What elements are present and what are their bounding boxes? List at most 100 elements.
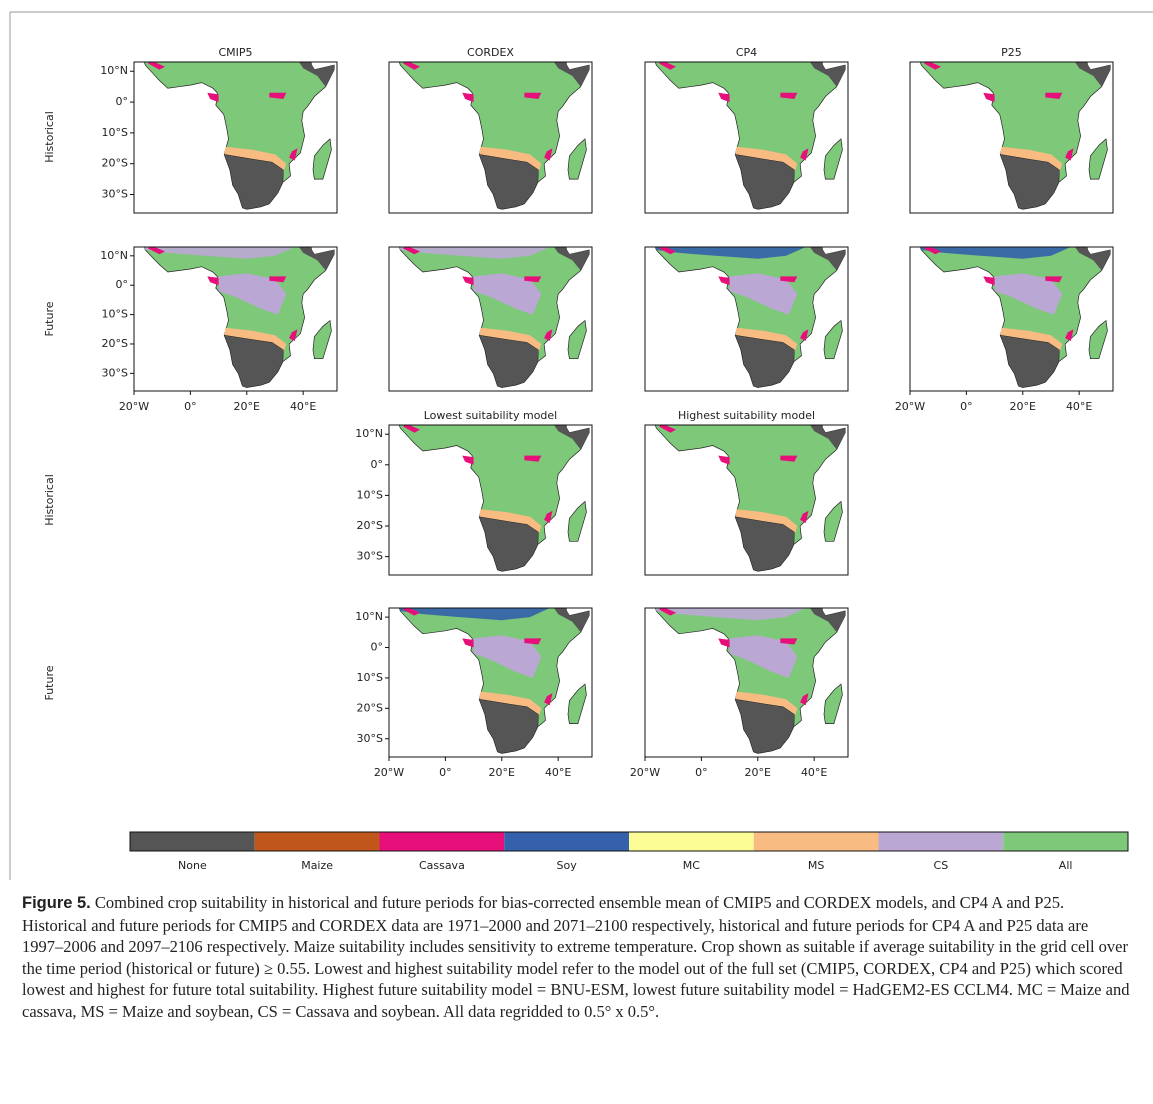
colorbar-label: Cassava xyxy=(419,859,465,872)
colorbar-segment xyxy=(1003,832,1128,851)
panel-title: CP4 xyxy=(736,46,757,59)
map xyxy=(654,247,846,388)
region xyxy=(553,247,590,271)
colorbar-segment xyxy=(379,832,505,851)
region xyxy=(780,276,798,283)
lon-label: 0° xyxy=(184,400,197,413)
panel-frame xyxy=(133,61,338,214)
region xyxy=(924,247,941,255)
island xyxy=(567,500,587,542)
region xyxy=(800,329,809,341)
region xyxy=(735,327,798,353)
lat-label: 0° xyxy=(371,641,384,654)
region xyxy=(479,509,542,536)
lon-label: 0° xyxy=(439,766,452,779)
colorbar-label: None xyxy=(178,859,207,872)
region xyxy=(1045,92,1063,99)
region xyxy=(224,146,287,173)
row-label: Future xyxy=(43,301,56,336)
region xyxy=(809,247,846,271)
map xyxy=(654,608,846,754)
map xyxy=(654,62,846,210)
lat-label: 10°S xyxy=(357,671,383,684)
colorbar-segment xyxy=(254,832,380,851)
region xyxy=(478,698,539,754)
panel-frame xyxy=(644,424,849,576)
region xyxy=(800,148,809,161)
lat-label: 10°S xyxy=(357,488,383,501)
panel-title: P25 xyxy=(1001,46,1022,59)
region xyxy=(218,273,287,315)
region xyxy=(403,425,420,433)
colorbar-label: Soy xyxy=(557,859,578,872)
region xyxy=(718,92,730,103)
region xyxy=(524,638,542,645)
colorbar-segment xyxy=(504,832,629,851)
map xyxy=(398,247,590,388)
panel-title: CMIP5 xyxy=(218,46,252,59)
region xyxy=(718,276,730,286)
lat-label: 30°S xyxy=(102,366,128,379)
region xyxy=(478,334,539,388)
region xyxy=(223,154,284,210)
region xyxy=(924,62,941,70)
region xyxy=(729,635,798,678)
region xyxy=(999,334,1060,388)
colorbar-segment xyxy=(130,832,255,851)
colorbar-label: MC xyxy=(683,859,700,872)
region xyxy=(462,455,474,465)
region xyxy=(298,247,335,271)
lat-label: 20°S xyxy=(357,519,383,532)
lat-label: 0° xyxy=(116,278,129,291)
map xyxy=(398,425,590,572)
lon-label: 20°W xyxy=(895,400,925,413)
region xyxy=(659,62,676,70)
region xyxy=(207,92,219,103)
caption-label: Figure 5. xyxy=(22,894,91,912)
region xyxy=(479,146,542,173)
region xyxy=(780,92,798,99)
region xyxy=(399,247,550,259)
region xyxy=(269,276,287,283)
region xyxy=(1074,247,1111,271)
region xyxy=(148,62,165,70)
island xyxy=(823,500,843,542)
region xyxy=(544,693,553,706)
region xyxy=(735,691,798,718)
lat-label: 10°N xyxy=(355,427,383,440)
region xyxy=(289,329,298,341)
island xyxy=(1088,138,1108,180)
region xyxy=(1045,276,1063,283)
region xyxy=(659,425,676,433)
caption-text: Combined crop suitability in historical … xyxy=(22,893,1130,1021)
lat-label: 10°S xyxy=(102,126,128,139)
region xyxy=(478,516,539,572)
row-label: Future xyxy=(43,665,56,700)
region xyxy=(1065,329,1074,341)
panel-frame xyxy=(133,246,338,392)
lon-label: 40°E xyxy=(290,400,316,413)
region xyxy=(718,455,730,465)
lat-label: 30°S xyxy=(357,550,383,563)
region xyxy=(462,638,474,648)
island xyxy=(823,683,843,724)
lat-label: 30°S xyxy=(357,732,383,745)
region xyxy=(734,698,795,754)
lon-label: 0° xyxy=(695,766,708,779)
region xyxy=(734,154,795,210)
region xyxy=(655,247,806,259)
region xyxy=(999,154,1060,210)
lat-label: 10°S xyxy=(102,308,128,321)
map xyxy=(143,62,335,210)
colorbar-label: All xyxy=(1059,859,1073,872)
row-label: Historical xyxy=(43,111,56,163)
lon-label: 20°E xyxy=(234,400,260,413)
panel-frame xyxy=(644,61,849,214)
lon-label: 40°E xyxy=(1066,400,1092,413)
lat-label: 10°N xyxy=(100,64,128,77)
region xyxy=(735,146,798,173)
region xyxy=(399,608,550,621)
region xyxy=(524,455,542,462)
colorbar-segment xyxy=(753,832,879,851)
